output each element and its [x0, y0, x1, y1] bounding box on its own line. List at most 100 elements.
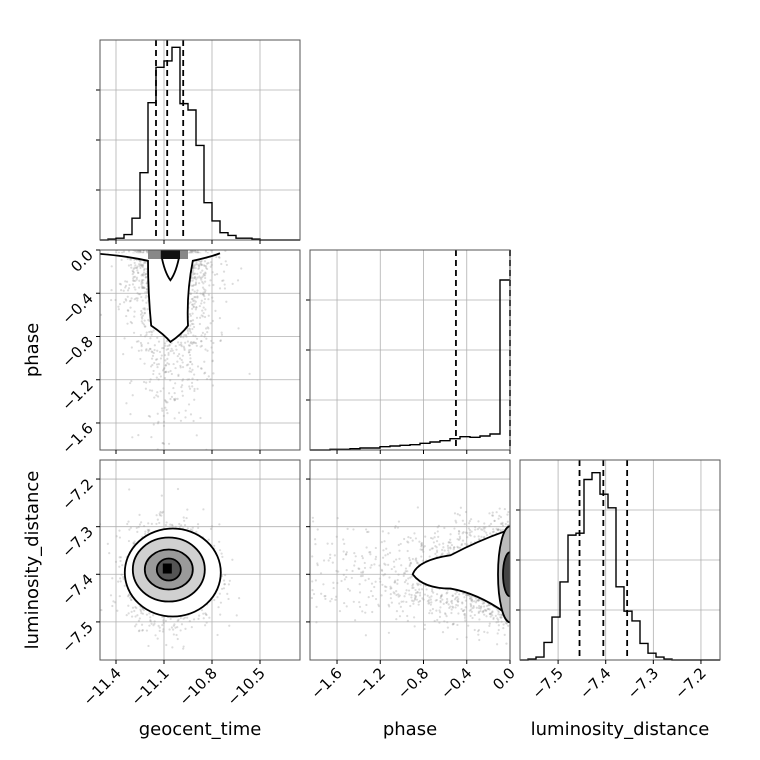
scatter-point-geocent-dist	[164, 619, 167, 622]
scatter-point-geocent-dist	[121, 564, 124, 567]
scatter-point-phase-dist	[451, 606, 455, 609]
scatter-point-geocent-phase	[145, 272, 148, 276]
scatter-point-geocent-dist	[137, 526, 140, 529]
scatter-point-phase-dist	[358, 591, 362, 594]
scatter-point-geocent-phase	[145, 250, 148, 253]
scatter-point-geocent-dist	[145, 613, 149, 616]
scatter-point-phase-dist	[340, 579, 343, 583]
scatter-point-phase-dist	[450, 611, 453, 615]
scatter-point-geocent-dist	[192, 618, 196, 621]
scatter-point-geocent-phase	[194, 300, 197, 303]
scatter-point-geocent-phase	[209, 378, 212, 381]
scatter-point-phase-dist	[435, 546, 438, 549]
scatter-point-geocent-phase	[137, 271, 140, 275]
scatter-point-geocent-dist	[226, 592, 229, 595]
scatter-point-phase-dist	[397, 520, 401, 523]
scatter-point-phase-dist	[440, 594, 443, 597]
scatter-point-geocent-phase	[134, 288, 137, 291]
scatter-point-phase-dist	[397, 595, 400, 598]
scatter-point-phase-dist	[353, 564, 356, 567]
scatter-point-phase-dist	[480, 528, 483, 531]
scatter-point-geocent-phase	[173, 417, 176, 420]
contour-outer-geocent-phase	[100, 252, 221, 344]
scatter-point-geocent-phase	[212, 372, 215, 375]
scatter-point-geocent-phase	[204, 371, 207, 374]
scatter-point-geocent-phase	[168, 343, 171, 346]
scatter-point-geocent-phase	[181, 378, 185, 381]
scatter-point-geocent-phase	[240, 267, 243, 270]
scatter-point-geocent-phase	[140, 285, 144, 288]
scatter-point-geocent-phase	[218, 317, 222, 320]
scatter-point-geocent-phase	[188, 387, 192, 390]
scatter-point-phase-dist	[435, 593, 439, 596]
scatter-point-geocent-phase	[194, 335, 197, 338]
scatter-point-geocent-phase	[177, 411, 181, 414]
scatter-point-geocent-phase	[195, 306, 198, 309]
scatter-point-phase-dist	[420, 541, 424, 545]
scatter-point-phase-dist	[397, 543, 400, 547]
scatter-point-phase-dist	[410, 593, 413, 597]
scatter-point-geocent-phase	[220, 262, 223, 266]
scatter-point-geocent-phase	[192, 306, 195, 309]
scatter-point-phase-dist	[498, 507, 501, 510]
scatter-point-geocent-phase	[212, 300, 215, 303]
scatter-point-geocent-phase	[125, 299, 128, 302]
panel-geocent-phase: −1.6−1.2−0.8−0.40.0	[58, 246, 301, 458]
scatter-point-phase-dist	[456, 623, 459, 627]
scatter-point-geocent-dist	[202, 612, 205, 615]
scatter-point-geocent-dist	[168, 628, 171, 631]
scatter-point-geocent-dist	[135, 526, 138, 530]
scatter-point-geocent-phase	[137, 292, 140, 296]
scatter-point-geocent-phase	[132, 271, 135, 274]
scatter-point-phase-dist	[410, 575, 413, 578]
scatter-point-geocent-phase	[200, 340, 203, 343]
scatter-point-geocent-phase	[205, 266, 208, 269]
scatter-point-geocent-phase	[194, 250, 197, 253]
scatter-point-geocent-phase	[137, 286, 141, 289]
scatter-point-geocent-phase	[183, 348, 186, 351]
scatter-point-phase-dist	[456, 512, 459, 516]
scatter-point-geocent-phase	[193, 302, 196, 305]
scatter-point-geocent-phase	[188, 349, 191, 352]
scatter-point-geocent-dist	[136, 614, 139, 617]
scatter-point-phase-dist	[445, 615, 448, 618]
panel-hist-phase	[306, 249, 511, 454]
scatter-point-geocent-phase	[202, 274, 206, 277]
scatter-point-geocent-phase	[196, 295, 199, 298]
scatter-point-geocent-phase	[207, 375, 210, 378]
scatter-point-geocent-dist	[117, 580, 120, 583]
scatter-point-geocent-phase	[192, 250, 195, 253]
scatter-point-phase-dist	[430, 612, 434, 615]
scatter-point-geocent-phase	[153, 361, 156, 365]
scatter-point-geocent-dist	[190, 626, 193, 629]
scatter-point-geocent-phase	[138, 263, 141, 266]
scatter-point-geocent-phase	[138, 293, 142, 296]
scatter-point-phase-dist	[312, 592, 316, 596]
scatter-point-geocent-phase	[187, 332, 190, 335]
scatter-point-phase-dist	[461, 602, 464, 605]
scatter-point-geocent-phase	[139, 357, 142, 361]
scatter-point-phase-dist	[360, 571, 363, 574]
scatter-point-geocent-phase	[196, 272, 199, 276]
scatter-point-phase-dist	[384, 554, 387, 557]
scatter-point-geocent-dist	[133, 625, 137, 628]
scatter-point-geocent-phase	[141, 322, 144, 325]
scatter-point-phase-dist	[451, 623, 454, 626]
scatter-point-geocent-phase	[193, 276, 196, 279]
scatter-point-geocent-phase	[156, 422, 160, 425]
scatter-point-geocent-phase	[182, 453, 184, 455]
contour-mid-geocent-phase	[159, 252, 181, 282]
scatter-point-phase-dist	[413, 625, 416, 628]
scatter-point-geocent-phase	[190, 297, 193, 301]
scatter-point-phase-dist	[497, 618, 500, 621]
scatter-point-phase-dist	[324, 597, 327, 601]
scatter-point-geocent-phase	[130, 346, 133, 349]
scatter-point-geocent-phase	[195, 434, 198, 437]
scatter-point-phase-dist	[421, 548, 424, 552]
scatter-point-geocent-phase	[191, 363, 194, 366]
scatter-point-geocent-dist	[174, 626, 177, 629]
scatter-point-geocent-phase	[179, 364, 182, 367]
scatter-point-geocent-phase	[117, 305, 120, 308]
scatter-point-phase-dist	[411, 539, 414, 542]
scatter-point-geocent-phase	[132, 279, 136, 282]
